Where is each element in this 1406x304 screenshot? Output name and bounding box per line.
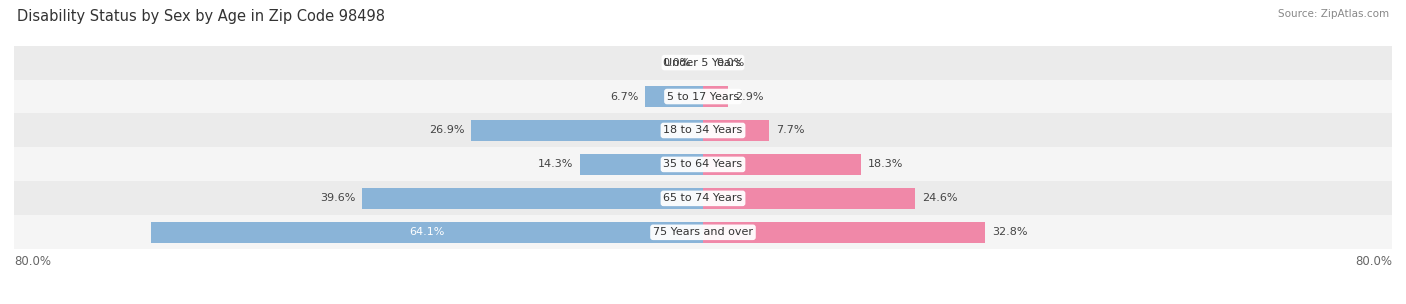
Text: 5 to 17 Years: 5 to 17 Years xyxy=(666,92,740,102)
Text: 75 Years and over: 75 Years and over xyxy=(652,227,754,237)
Bar xyxy=(361,188,703,209)
Bar xyxy=(703,86,728,107)
Bar xyxy=(14,147,1392,181)
Bar xyxy=(14,181,1392,215)
Bar xyxy=(14,215,1392,249)
Text: 65 to 74 Years: 65 to 74 Years xyxy=(664,193,742,203)
Text: 18 to 34 Years: 18 to 34 Years xyxy=(664,126,742,136)
Text: 0.0%: 0.0% xyxy=(716,57,744,67)
Text: Disability Status by Sex by Age in Zip Code 98498: Disability Status by Sex by Age in Zip C… xyxy=(17,9,385,24)
Bar xyxy=(579,154,703,175)
Text: 18.3%: 18.3% xyxy=(868,159,903,169)
Text: 24.6%: 24.6% xyxy=(922,193,957,203)
Bar xyxy=(150,222,703,243)
Text: 80.0%: 80.0% xyxy=(1355,255,1392,268)
Bar xyxy=(703,120,769,141)
Text: Under 5 Years: Under 5 Years xyxy=(665,57,741,67)
Bar xyxy=(14,80,1392,113)
Bar xyxy=(471,120,703,141)
Text: 0.0%: 0.0% xyxy=(662,57,690,67)
Text: 32.8%: 32.8% xyxy=(993,227,1028,237)
Text: 2.9%: 2.9% xyxy=(735,92,763,102)
Text: 14.3%: 14.3% xyxy=(537,159,574,169)
Bar xyxy=(645,86,703,107)
Text: 80.0%: 80.0% xyxy=(14,255,51,268)
Bar xyxy=(703,222,986,243)
Text: 6.7%: 6.7% xyxy=(610,92,638,102)
Bar xyxy=(703,154,860,175)
Bar xyxy=(703,188,915,209)
Text: Source: ZipAtlas.com: Source: ZipAtlas.com xyxy=(1278,9,1389,19)
Bar xyxy=(14,113,1392,147)
Text: 35 to 64 Years: 35 to 64 Years xyxy=(664,159,742,169)
Text: 39.6%: 39.6% xyxy=(319,193,356,203)
Bar xyxy=(14,46,1392,80)
Text: 26.9%: 26.9% xyxy=(429,126,464,136)
Text: 64.1%: 64.1% xyxy=(409,227,444,237)
Text: 7.7%: 7.7% xyxy=(776,126,804,136)
